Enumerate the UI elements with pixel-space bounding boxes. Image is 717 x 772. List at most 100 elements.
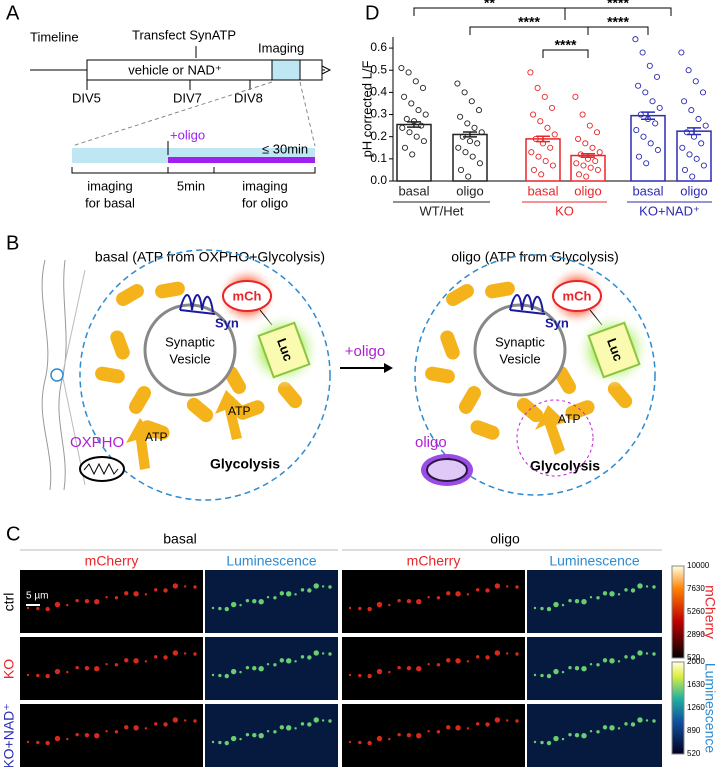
label: Synaptic bbox=[495, 334, 545, 349]
puncta bbox=[446, 591, 451, 596]
puncta bbox=[133, 725, 139, 731]
data-point bbox=[575, 171, 583, 178]
channel-label: Luminescence bbox=[226, 553, 316, 569]
puncta bbox=[637, 583, 643, 589]
label: ATP bbox=[228, 404, 250, 418]
micrograph bbox=[342, 570, 525, 633]
data-point bbox=[537, 118, 544, 125]
puncta bbox=[416, 733, 422, 739]
puncta bbox=[307, 722, 312, 727]
puncta bbox=[624, 722, 628, 726]
micrograph bbox=[20, 637, 203, 700]
data-point bbox=[693, 155, 700, 162]
puncta bbox=[286, 591, 292, 597]
data-point bbox=[530, 166, 538, 173]
organelle bbox=[440, 330, 460, 360]
data-point bbox=[471, 124, 478, 131]
colorbar-tick: 890 bbox=[687, 726, 701, 735]
puncta bbox=[239, 603, 242, 607]
puncta bbox=[54, 735, 61, 742]
organelle bbox=[116, 284, 144, 306]
label: for oligo bbox=[242, 195, 288, 210]
puncta bbox=[515, 719, 519, 723]
y-axis-label: pH corrected L/F bbox=[359, 61, 374, 158]
label: imaging bbox=[242, 178, 288, 193]
puncta bbox=[258, 733, 264, 739]
puncta bbox=[144, 660, 148, 663]
puncta bbox=[144, 727, 148, 730]
row-label: KO+NAD⁺ bbox=[1, 703, 17, 767]
panel-letter: B bbox=[6, 232, 19, 254]
label: imaging bbox=[87, 178, 133, 193]
puncta bbox=[66, 737, 69, 741]
puncta bbox=[163, 588, 168, 593]
label: +oligo bbox=[345, 343, 385, 360]
significance-bracket bbox=[564, 7, 672, 16]
puncta bbox=[376, 601, 383, 608]
panel-b: B basal (ATP from OXPHO+Glycolysis) olig… bbox=[6, 232, 656, 501]
puncta bbox=[617, 727, 621, 730]
label: +oligo bbox=[170, 127, 205, 142]
puncta bbox=[630, 655, 636, 660]
organelle bbox=[186, 397, 214, 423]
puncta bbox=[553, 735, 559, 742]
puncta bbox=[66, 603, 69, 607]
data-point bbox=[594, 166, 601, 173]
data-point bbox=[679, 144, 686, 151]
puncta bbox=[406, 665, 412, 671]
micrograph bbox=[205, 637, 338, 700]
data-point bbox=[454, 80, 461, 87]
data-point bbox=[408, 100, 415, 107]
colorbar-label: Luminescence bbox=[702, 663, 717, 753]
x-tick-label: oligo bbox=[574, 183, 601, 198]
puncta bbox=[94, 733, 100, 739]
puncta bbox=[367, 606, 372, 612]
label: Luc bbox=[274, 336, 296, 363]
puncta bbox=[553, 601, 559, 608]
data-point bbox=[462, 149, 469, 156]
panel-letter: C bbox=[6, 523, 20, 545]
error-bar bbox=[463, 131, 477, 138]
puncta bbox=[230, 668, 237, 675]
puncta bbox=[266, 596, 270, 599]
puncta bbox=[172, 650, 179, 656]
data-point bbox=[586, 122, 593, 129]
y-tick-label: 0.2 bbox=[370, 129, 387, 143]
puncta bbox=[94, 666, 100, 672]
data-point bbox=[548, 104, 556, 111]
data-point bbox=[475, 107, 483, 114]
colorbar-tick: 2890 bbox=[687, 630, 705, 639]
puncta bbox=[163, 722, 168, 727]
imaging-box bbox=[271, 59, 301, 81]
puncta bbox=[183, 585, 187, 588]
puncta bbox=[376, 735, 383, 742]
puncta bbox=[609, 658, 615, 664]
micrograph bbox=[205, 570, 338, 633]
puncta bbox=[163, 655, 168, 660]
puncta bbox=[589, 730, 593, 733]
puncta bbox=[367, 740, 372, 746]
group-label: WT/Het bbox=[419, 203, 463, 218]
x-tick-label: basal bbox=[527, 183, 558, 198]
puncta bbox=[124, 658, 129, 663]
x-tick-label: basal bbox=[632, 183, 663, 198]
puncta bbox=[286, 725, 292, 731]
label: Glycolysis bbox=[210, 456, 280, 472]
label: Luc bbox=[604, 336, 626, 363]
data-point bbox=[541, 93, 548, 100]
puncta bbox=[515, 585, 519, 589]
x-tick-label: oligo bbox=[456, 183, 483, 198]
data-point bbox=[455, 144, 462, 151]
data-point bbox=[401, 93, 408, 100]
data-point bbox=[542, 158, 549, 165]
puncta bbox=[218, 606, 222, 611]
puncta bbox=[406, 598, 412, 604]
label: ATP bbox=[145, 430, 167, 444]
data-point bbox=[692, 78, 699, 85]
puncta bbox=[193, 719, 197, 723]
puncta bbox=[397, 598, 401, 603]
puncta bbox=[239, 670, 242, 674]
puncta bbox=[602, 591, 608, 596]
puncta bbox=[596, 596, 600, 600]
data-point bbox=[635, 153, 643, 160]
